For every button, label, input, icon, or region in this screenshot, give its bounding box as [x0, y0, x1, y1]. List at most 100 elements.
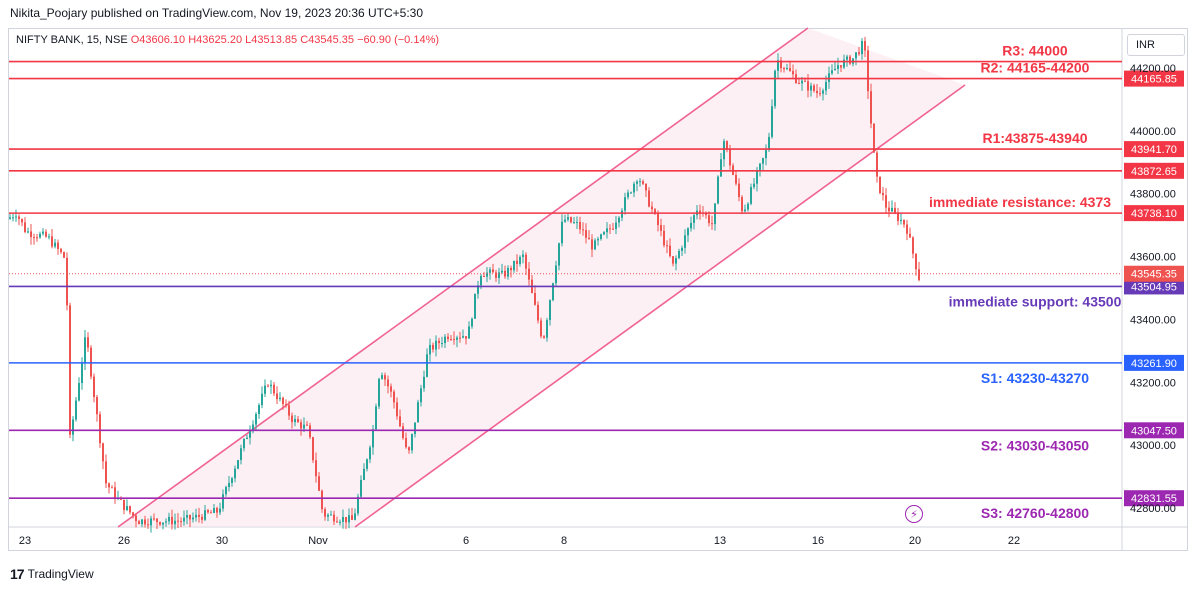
candle-body	[873, 123, 875, 153]
candle-body	[345, 517, 347, 523]
candle-body	[738, 183, 740, 198]
candle-body	[69, 305, 71, 435]
candle-body	[324, 509, 326, 517]
currency-selector[interactable]: INR	[1127, 34, 1185, 56]
candle-body	[141, 519, 143, 525]
candle-body	[327, 514, 329, 517]
x-tick-label: Nov	[308, 535, 328, 547]
candle-body	[180, 521, 182, 523]
candle-body	[429, 344, 431, 355]
candle-body	[537, 304, 539, 321]
candle-body	[705, 213, 707, 216]
candle-body	[435, 340, 437, 350]
candle-body	[312, 437, 314, 461]
level-label: R2: 44165-44200	[981, 60, 1090, 76]
candle-body	[306, 424, 308, 426]
candle-body	[555, 265, 557, 284]
candle-body	[12, 217, 14, 219]
candle-body	[279, 397, 281, 400]
candle-body	[741, 197, 743, 212]
candle-body	[495, 272, 497, 278]
candle-body	[828, 73, 830, 82]
candle-body	[21, 219, 23, 223]
candle-body	[822, 90, 824, 94]
candle-body	[510, 267, 512, 271]
candle-body	[270, 384, 272, 387]
candle-body	[522, 254, 524, 257]
candle-body	[192, 517, 194, 520]
price-tag: 44165.85	[1131, 74, 1177, 86]
candle-body	[444, 336, 446, 344]
candle-body	[579, 221, 581, 230]
symbol-name[interactable]: NIFTY BANK, 15, NSE	[16, 34, 128, 46]
level-label: R1:43875-43940	[982, 130, 1087, 146]
candle-body	[78, 383, 80, 401]
publish-attribution: Nikita_Poojary published on TradingView.…	[10, 6, 424, 20]
candle-body	[114, 487, 116, 499]
channel-upper-line[interactable]	[117, 27, 809, 528]
candle-body	[801, 80, 803, 84]
candle-body	[750, 187, 752, 204]
candle-body	[27, 231, 29, 233]
candle-body	[225, 487, 227, 495]
candle-body	[42, 231, 44, 234]
price-tag-bg	[1124, 422, 1184, 439]
candle-body	[243, 438, 245, 449]
candle-body	[222, 494, 224, 509]
candle-body	[573, 222, 575, 224]
candle-body	[396, 402, 398, 417]
candle-body	[291, 415, 293, 423]
candle-body	[642, 181, 644, 184]
candle-body	[834, 68, 836, 71]
channel-lower-line[interactable]	[354, 84, 966, 528]
candle-body	[177, 520, 179, 522]
price-tag-bg	[1124, 162, 1184, 179]
candle-body	[870, 91, 872, 124]
candle-body	[459, 337, 461, 339]
price-tag-bg	[1124, 354, 1184, 371]
candle-body	[570, 217, 572, 223]
candle-body	[678, 250, 680, 259]
candle-body	[903, 219, 905, 225]
candle-body	[84, 337, 86, 364]
candle-body	[408, 447, 410, 451]
candle-body	[618, 217, 620, 223]
price-tag: 43261.90	[1131, 358, 1177, 370]
candle-body	[414, 422, 416, 435]
candle-body	[318, 476, 320, 491]
candle-body	[165, 521, 167, 523]
price-tag: 43738.10	[1131, 208, 1177, 220]
candle-body	[471, 318, 473, 327]
x-tick-label: 8	[561, 535, 567, 547]
candle-body	[24, 222, 26, 233]
candle-body	[387, 379, 389, 387]
candle-body	[672, 256, 674, 264]
candle-body	[234, 468, 236, 479]
candle-body	[93, 376, 95, 397]
candle-body	[789, 67, 791, 72]
candle-body	[516, 260, 518, 264]
candle-body	[153, 518, 155, 520]
candle-body	[228, 483, 230, 488]
tradingview-logo[interactable]: 17 TradingView	[10, 566, 94, 582]
candle-body	[360, 479, 362, 497]
candle-body	[720, 159, 722, 177]
candle-body	[483, 276, 485, 278]
candle-body	[72, 419, 74, 435]
candle-body	[195, 514, 197, 518]
candle-body	[333, 514, 335, 522]
candle-body	[723, 141, 725, 160]
channel-fill	[118, 28, 965, 527]
candle-body	[393, 391, 395, 403]
candle-body	[807, 81, 809, 91]
candle-body	[375, 406, 377, 430]
lightning-icon[interactable]: ⚡	[905, 505, 923, 523]
candle-body	[378, 378, 380, 407]
candle-body	[18, 216, 20, 220]
candle-body	[48, 236, 50, 238]
candle-body	[51, 236, 53, 247]
candle-body	[261, 393, 263, 406]
y-tick-label: 43600.00	[1130, 252, 1176, 264]
candle-body	[717, 176, 719, 204]
